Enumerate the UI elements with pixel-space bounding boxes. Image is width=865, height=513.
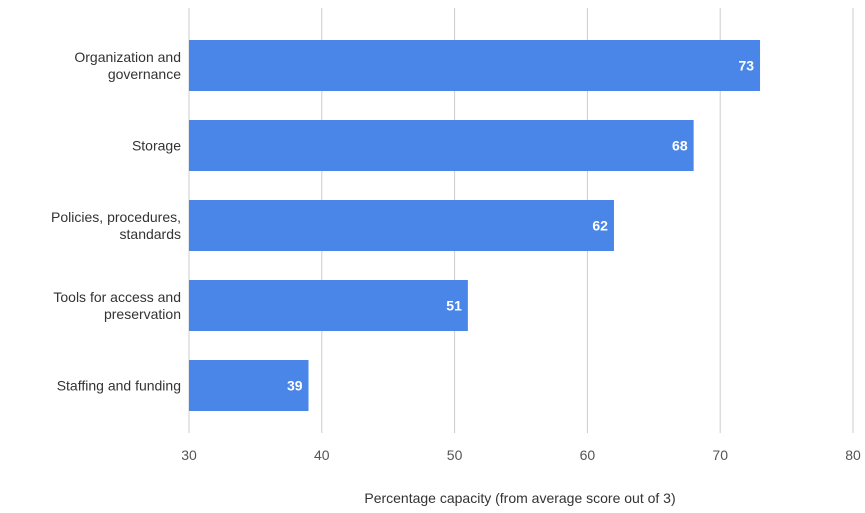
category-label: Organization and governance bbox=[74, 49, 181, 82]
category-label-line: standards bbox=[120, 226, 181, 242]
data-label: 39 bbox=[287, 378, 303, 394]
x-tick-label: 50 bbox=[447, 447, 463, 463]
category-label: Tools for access and preservation bbox=[53, 289, 181, 322]
data-label: 62 bbox=[592, 218, 608, 234]
x-tick-label: 60 bbox=[580, 447, 596, 463]
category-label: Storage bbox=[132, 138, 181, 154]
category-label-line: Policies, procedures, bbox=[51, 209, 181, 225]
bar bbox=[189, 200, 614, 251]
category-label-line: governance bbox=[108, 66, 181, 82]
category-label: Staffing and funding bbox=[57, 378, 181, 394]
category-label-line: Staffing and funding bbox=[57, 378, 181, 394]
x-axis-title: Percentage capacity (from average score … bbox=[364, 490, 675, 506]
bar bbox=[189, 280, 468, 331]
category-labels: Organization and governance Storage Policie… bbox=[51, 49, 181, 394]
category-label-line: Storage bbox=[132, 138, 181, 154]
category-label-line: Organization and bbox=[74, 49, 181, 65]
bar bbox=[189, 40, 761, 91]
category-label-line: Tools for access and bbox=[53, 289, 181, 305]
data-label: 68 bbox=[672, 138, 688, 154]
x-tick-label: 80 bbox=[845, 447, 861, 463]
x-tick-label: 40 bbox=[314, 447, 330, 463]
bars: 73 68 62 51 39 bbox=[189, 40, 761, 411]
bar bbox=[189, 360, 309, 411]
category-label-line: preservation bbox=[104, 306, 181, 322]
x-tick-label: 70 bbox=[712, 447, 728, 463]
data-label: 51 bbox=[446, 298, 462, 314]
data-label: 73 bbox=[738, 58, 754, 74]
x-axis-ticks: 30 40 50 60 70 80 bbox=[181, 447, 861, 463]
bar bbox=[189, 120, 694, 171]
category-label: Policies, procedures, standards bbox=[51, 209, 181, 242]
x-tick-label: 30 bbox=[181, 447, 197, 463]
